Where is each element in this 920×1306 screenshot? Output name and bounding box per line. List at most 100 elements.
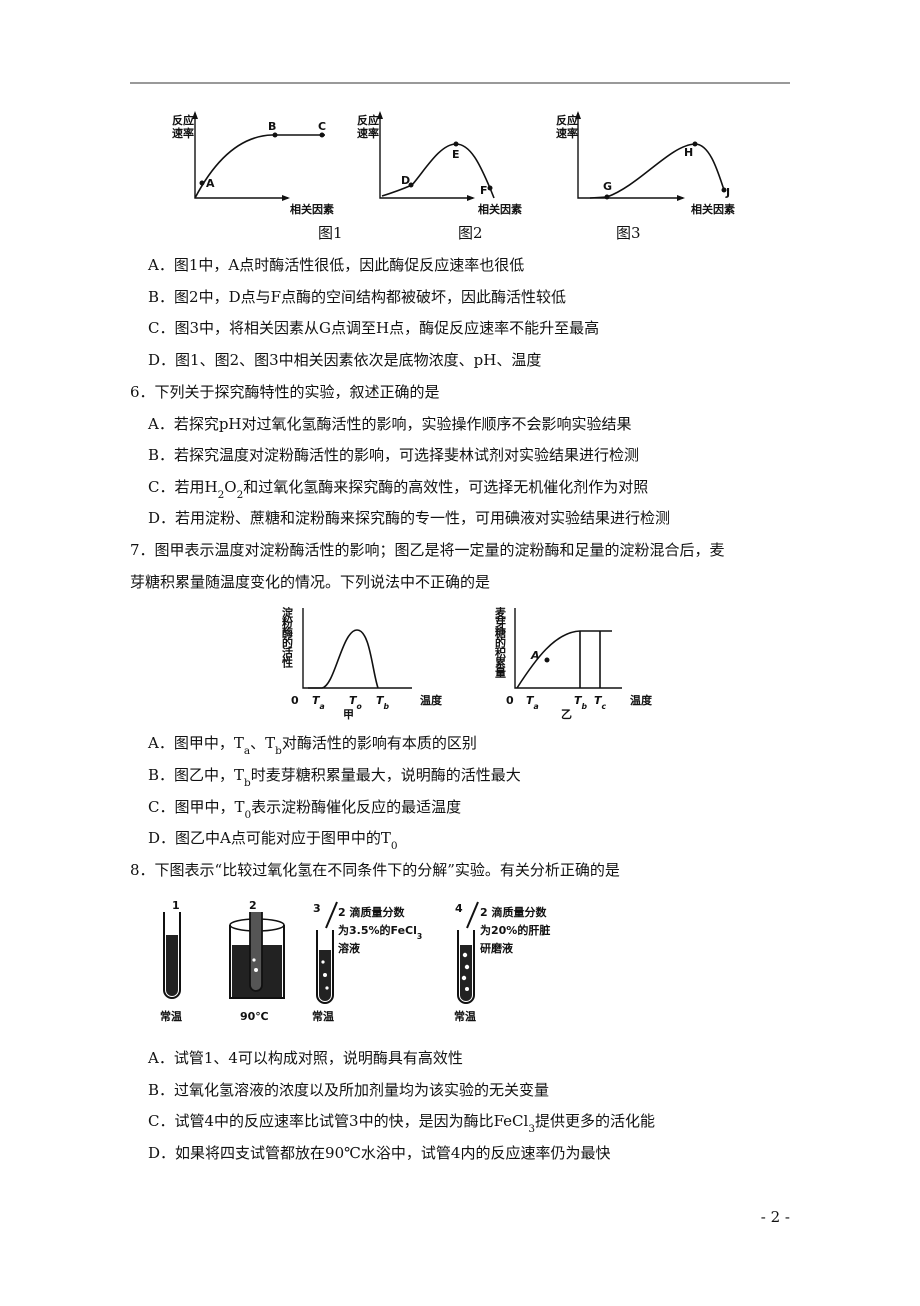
tube-label: 2 滴质量分数 bbox=[480, 905, 547, 919]
text-run: O bbox=[224, 478, 236, 496]
text-run: a bbox=[244, 745, 250, 757]
y-axis-label: 反应 bbox=[357, 113, 379, 127]
text-run: b bbox=[244, 777, 251, 789]
point-label: F bbox=[480, 184, 488, 197]
x-tick-label: Ta bbox=[312, 694, 325, 711]
point-label: C bbox=[318, 120, 326, 133]
text-line: D．若用淀粉、蔗糖和淀粉酶来探究酶的专一性，可用碘液对实验结果进行检测 bbox=[148, 509, 670, 527]
point-label: D bbox=[401, 174, 410, 187]
text-run: 3 bbox=[528, 1123, 535, 1135]
text-run: T bbox=[594, 694, 603, 707]
text-run: A．图1中，A点时酶活性很低，因此酶促反应速率也很低 bbox=[147, 256, 524, 274]
text-line: 6．下列关于探究酶特性的实验，叙述正确的是 bbox=[130, 383, 440, 401]
text-line: C．若用H2O2和过氧化氢酶来探究酶的高效性，可选择无机催化剂作为对照 bbox=[148, 478, 648, 501]
x-tick-label: Ta bbox=[526, 694, 539, 711]
text-run: 0 bbox=[244, 809, 251, 821]
point-label: A bbox=[206, 177, 215, 190]
tube-label: 为20%的肝脏 bbox=[480, 923, 550, 937]
text-line: 7．图甲表示温度对淀粉酶活性的影响；图乙是将一定量的淀粉酶和足量的淀粉混合后，麦 bbox=[130, 541, 725, 559]
text-line: 芽糖积累量随温度变化的情况。下列说法中不正确的是 bbox=[130, 573, 490, 591]
text-run: T bbox=[349, 694, 358, 707]
tube-condition: 常温 bbox=[454, 1009, 476, 1023]
figure-caption: 图3 bbox=[616, 224, 641, 242]
point-label: H bbox=[684, 146, 693, 159]
text-line: C．试管4中的反应速率比试管3中的快，是因为酶比FeCl3提供更多的活化能 bbox=[148, 1112, 655, 1135]
x-tick-label: Tb bbox=[376, 694, 390, 711]
figure-1 bbox=[192, 111, 325, 201]
figure-caption: 图2 bbox=[458, 224, 483, 242]
page-number: - 2 - bbox=[761, 1208, 790, 1226]
text-run: b bbox=[384, 702, 390, 711]
text-run: T bbox=[376, 694, 385, 707]
y-axis-label: 速率 bbox=[556, 126, 578, 140]
text-line: A．图1中，A点时酶活性很低，因此酶促反应速率也很低 bbox=[147, 256, 524, 274]
text-line: B．图2中，D点与F点酶的空间结构都被破坏，因此酶活性较低 bbox=[148, 288, 566, 306]
text-run: b bbox=[275, 745, 282, 757]
text-run: b bbox=[582, 702, 588, 711]
y-axis-label: 反应 bbox=[556, 113, 578, 127]
text-line: D．如果将四支试管都放在90℃水浴中，试管4内的反应速率仍为最快 bbox=[148, 1144, 610, 1162]
text-line: A．若探究pH对过氧化氢酶活性的影响，实验操作顺序不会影响实验结果 bbox=[147, 415, 632, 433]
text-run: 7．图甲表示温度对淀粉酶活性的影响；图乙是将一定量的淀粉酶和足量的淀粉混合后，麦 bbox=[130, 541, 725, 559]
text-run: 芽糖积累量随温度变化的情况。下列说法中不正确的是 bbox=[130, 573, 490, 591]
text-run: D．若用淀粉、蔗糖和淀粉酶来探究酶的专一性，可用碘液对实验结果进行检测 bbox=[148, 509, 670, 527]
point-label: G bbox=[603, 180, 612, 193]
tubes-figure bbox=[163, 901, 479, 1004]
figure-caption: 乙 bbox=[561, 708, 572, 721]
text-run: 溶液 bbox=[338, 941, 361, 955]
tube-number: 4 bbox=[455, 902, 463, 915]
text-run: D．如果将四支试管都放在90℃水浴中，试管4内的反应速率仍为最快 bbox=[148, 1144, 610, 1162]
text-run: B．若探究温度对淀粉酶活性的影响，可选择斐林试剂对实验结果进行检测 bbox=[148, 446, 639, 464]
text-run: 表示淀粉酶催化反应的最适温度 bbox=[251, 798, 461, 816]
text-line: C．图甲中，T0表示淀粉酶催化反应的最适温度 bbox=[148, 798, 461, 821]
tube-condition: 常温 bbox=[312, 1009, 334, 1023]
text-run: 提供更多的活化能 bbox=[535, 1112, 655, 1130]
text-run: 3 bbox=[417, 932, 422, 941]
figure-2 bbox=[377, 111, 495, 201]
text-run: C．若用H bbox=[148, 478, 218, 496]
tube-condition: 常温 bbox=[160, 1009, 182, 1023]
text-run: T bbox=[312, 694, 321, 707]
y-axis-label: 速率 bbox=[357, 126, 379, 140]
text-run: 2 bbox=[218, 489, 225, 501]
origin-label: 0 bbox=[291, 694, 299, 707]
text-line: A．图甲中，Ta、Tb对酶活性的影响有本质的区别 bbox=[147, 734, 477, 757]
text-line: D．图乙中A点可能对应于图甲中的T0 bbox=[148, 829, 398, 852]
text-line: D．图1、图2、图3中相关因素依次是底物浓度、pH、温度 bbox=[148, 351, 541, 369]
figure-yi bbox=[514, 608, 622, 689]
text-run: D．图乙中A点可能对应于图甲中的T bbox=[148, 829, 391, 847]
text-run: A．图甲中，T bbox=[147, 734, 244, 752]
text-run: 6．下列关于探究酶特性的实验，叙述正确的是 bbox=[130, 383, 440, 401]
point-label: E bbox=[452, 148, 460, 161]
x-axis-label: 温度 bbox=[420, 693, 443, 707]
text-run: B．图乙中，T bbox=[148, 766, 244, 784]
tube-number: 2 bbox=[249, 899, 257, 912]
point-label: B bbox=[268, 120, 276, 133]
x-axis-label: 温度 bbox=[630, 693, 653, 707]
text-line: 8．下图表示“比较过氧化氢在不同条件下的分解”实验。有关分析正确的是 bbox=[130, 861, 620, 879]
tube-label: 溶液 bbox=[338, 941, 361, 955]
tube-label: 2 滴质量分数 bbox=[338, 905, 405, 919]
text-run: 2 滴质量分数 bbox=[480, 905, 547, 919]
text-run: 为3.5%的FeCl bbox=[338, 923, 417, 937]
x-axis-label: 相关因素 bbox=[290, 202, 334, 216]
point-label: J bbox=[725, 186, 730, 199]
text-line: C．图3中，将相关因素从G点调至H点，酶促反应速率不能升至最高 bbox=[148, 319, 599, 337]
tube-condition: 90℃ bbox=[240, 1010, 269, 1023]
tube-number: 3 bbox=[313, 902, 321, 915]
tube-label: 研磨液 bbox=[480, 941, 514, 955]
tube-number: 1 bbox=[172, 899, 180, 912]
text-run: T bbox=[526, 694, 535, 707]
text-run: C．图3中，将相关因素从G点调至H点，酶促反应速率不能升至最高 bbox=[148, 319, 599, 337]
text-run: a bbox=[320, 702, 325, 711]
x-tick-label: To bbox=[349, 694, 362, 711]
text-line: B．图乙中，Tb时麦芽糖积累量最大，说明酶的活性最大 bbox=[148, 766, 521, 789]
text-run: B．过氧化氢溶液的浓度以及所加剂量均为该实验的无关变量 bbox=[148, 1081, 549, 1099]
text-run: 8．下图表示“比较过氧化氢在不同条件下的分解”实验。有关分析正确的是 bbox=[130, 861, 620, 879]
text-run: C．图甲中，T bbox=[148, 798, 244, 816]
tube-label: 为3.5%的FeCl3 bbox=[338, 923, 422, 941]
y-axis-label: 淀粉酶的活性 bbox=[281, 606, 294, 669]
figure-caption: 甲 bbox=[343, 708, 354, 721]
text-run: 为20%的肝脏 bbox=[480, 923, 550, 937]
